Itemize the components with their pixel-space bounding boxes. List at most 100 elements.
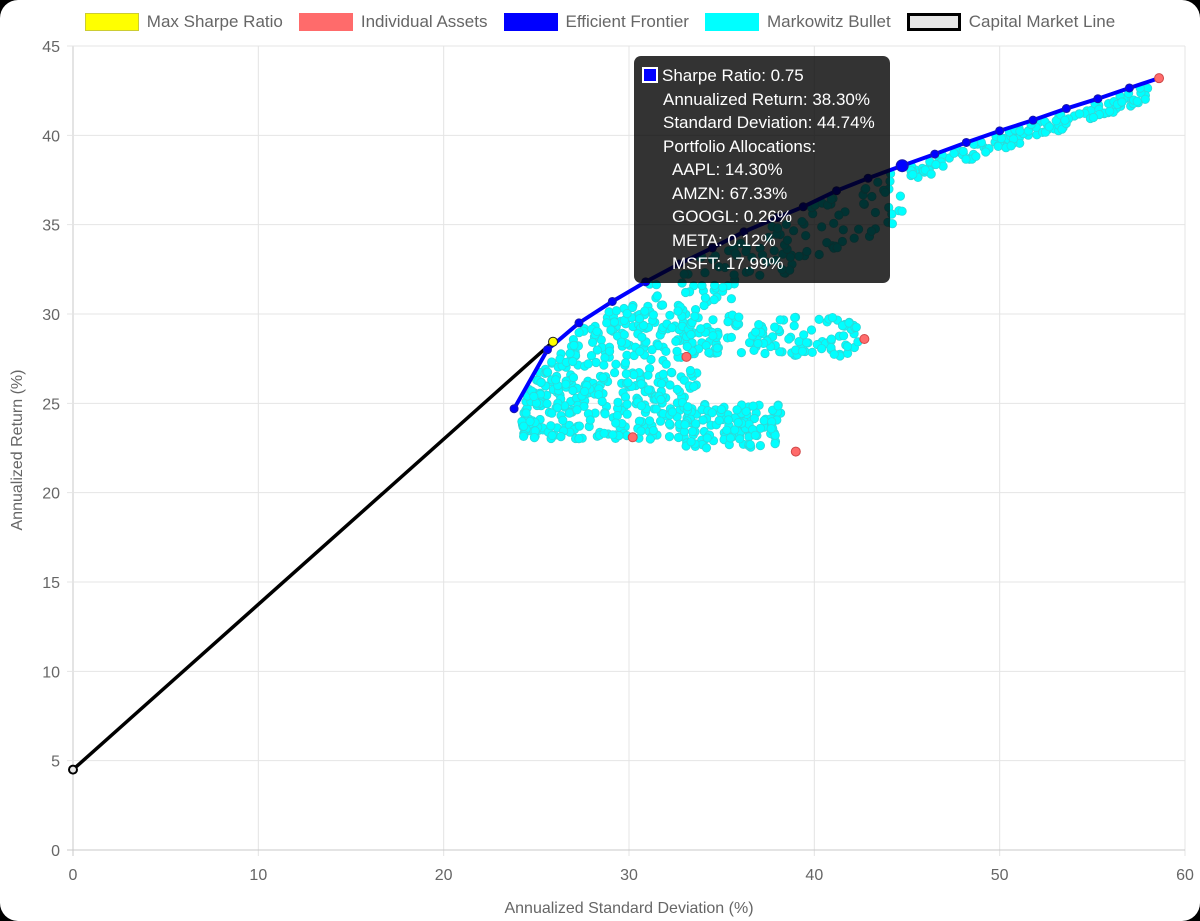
bullet-point	[574, 421, 585, 431]
legend-swatch-individual-assets	[298, 13, 353, 31]
bullet-point	[755, 440, 766, 451]
bullet-point	[529, 391, 539, 401]
y-tick-label: 35	[42, 218, 60, 235]
x-tick-label: 30	[620, 867, 638, 884]
bullet-point	[829, 349, 839, 359]
tooltip-alloc-googl: GOOGL: 0.26%	[672, 207, 792, 226]
bullet-point	[638, 320, 649, 330]
x-tick-label: 40	[805, 867, 823, 884]
bullet-point	[708, 315, 718, 325]
bullet-point	[604, 346, 615, 356]
bullet-point	[664, 419, 675, 429]
legend-item-max-sharpe[interactable]: Max Sharpe Ratio	[84, 12, 283, 32]
bullet-point	[565, 348, 575, 358]
bullet-point	[568, 356, 578, 367]
bullet-point	[749, 345, 759, 355]
legend-item-efficient-frontier[interactable]: Efficient Frontier	[503, 12, 689, 32]
bullet-point	[696, 324, 706, 334]
bullet-point	[574, 327, 584, 338]
tooltip-alloc-amzn: AMZN: 67.33%	[672, 183, 788, 203]
bullet-point	[789, 321, 799, 331]
legend-item-markowitz-bullet[interactable]: Markowitz Bullet	[704, 12, 891, 32]
bullet-point	[718, 282, 728, 292]
bullet-point	[714, 415, 724, 425]
legend-label-capital-market-line: Capital Market Line	[968, 12, 1116, 31]
bullet-point	[586, 350, 597, 361]
bullet-point	[702, 433, 712, 443]
bullet-point	[981, 147, 991, 157]
bullet-point	[759, 415, 769, 426]
bullet-point	[716, 404, 727, 415]
bullet-point	[661, 359, 671, 369]
bullet-point	[564, 408, 574, 418]
bullet-point	[542, 399, 552, 409]
bullet-point	[552, 403, 563, 413]
frontier-point	[509, 404, 519, 414]
bullet-point	[790, 312, 800, 323]
bullet-point	[671, 336, 681, 346]
y-tick-label: 25	[42, 396, 60, 413]
asset-point	[627, 432, 638, 443]
bullet-point	[691, 419, 701, 429]
x-tick-label: 50	[991, 867, 1009, 884]
bullet-point	[611, 359, 621, 369]
bullet-point	[637, 332, 647, 342]
y-tick-label: 5	[51, 754, 60, 771]
bullet-point	[748, 401, 758, 411]
bullet-point	[726, 332, 737, 342]
bullet-point	[558, 415, 568, 425]
bullet-point	[827, 312, 838, 323]
y-axis-title: Annualized Return (%)	[9, 370, 26, 531]
bullet-point	[698, 415, 708, 425]
bullet-point	[521, 408, 531, 418]
x-tick-label: 10	[249, 867, 267, 884]
bullet-point	[583, 359, 593, 369]
legend-swatch-efficient-frontier	[503, 13, 558, 31]
bullet-point	[1075, 109, 1085, 119]
bullet-point	[733, 417, 743, 428]
bullet-point	[958, 146, 968, 156]
bullet-point	[623, 377, 633, 388]
bullet-point	[741, 406, 751, 416]
bullet-point	[672, 346, 682, 356]
bullet-point	[797, 346, 808, 356]
x-tick-label: 60	[1176, 867, 1194, 884]
bullet-point	[640, 306, 650, 316]
bullet-point	[680, 287, 691, 298]
bullet-point	[655, 416, 666, 426]
bullet-point	[1117, 97, 1127, 107]
markowitz-bullet-points	[517, 83, 1153, 453]
bullet-point	[770, 322, 780, 332]
bullet-point	[770, 430, 780, 440]
bullet-point	[635, 346, 645, 356]
bullet-point	[546, 421, 556, 431]
asset-point	[681, 351, 692, 362]
bullet-point	[736, 347, 747, 358]
bullet-point	[672, 384, 682, 394]
max-sharpe-point	[548, 336, 559, 347]
bullet-point	[971, 151, 981, 161]
bullet-point	[568, 372, 579, 383]
y-tick-label: 10	[42, 664, 60, 681]
bullet-point	[766, 424, 776, 434]
bullet-point	[1006, 141, 1016, 151]
bullet-point	[688, 426, 698, 436]
bullet-point	[801, 338, 812, 348]
legend-item-capital-market-line[interactable]: Capital Market Line	[906, 12, 1116, 32]
bullet-point	[760, 348, 770, 359]
tooltip: Sharpe Ratio: 0.75 Annualized Return: 38…	[634, 56, 890, 283]
bullet-point	[627, 302, 638, 313]
frontier-point	[895, 159, 909, 173]
legend-item-individual-assets[interactable]: Individual Assets	[298, 12, 488, 32]
bullet-point	[643, 370, 653, 380]
bullet-point	[996, 133, 1006, 143]
bullet-point	[897, 206, 907, 216]
bullet-point	[542, 367, 553, 377]
bullet-point	[665, 310, 675, 320]
bullet-point	[608, 430, 618, 440]
bullet-point	[680, 420, 690, 430]
bullet-point	[616, 337, 627, 347]
bullet-point	[656, 379, 667, 389]
